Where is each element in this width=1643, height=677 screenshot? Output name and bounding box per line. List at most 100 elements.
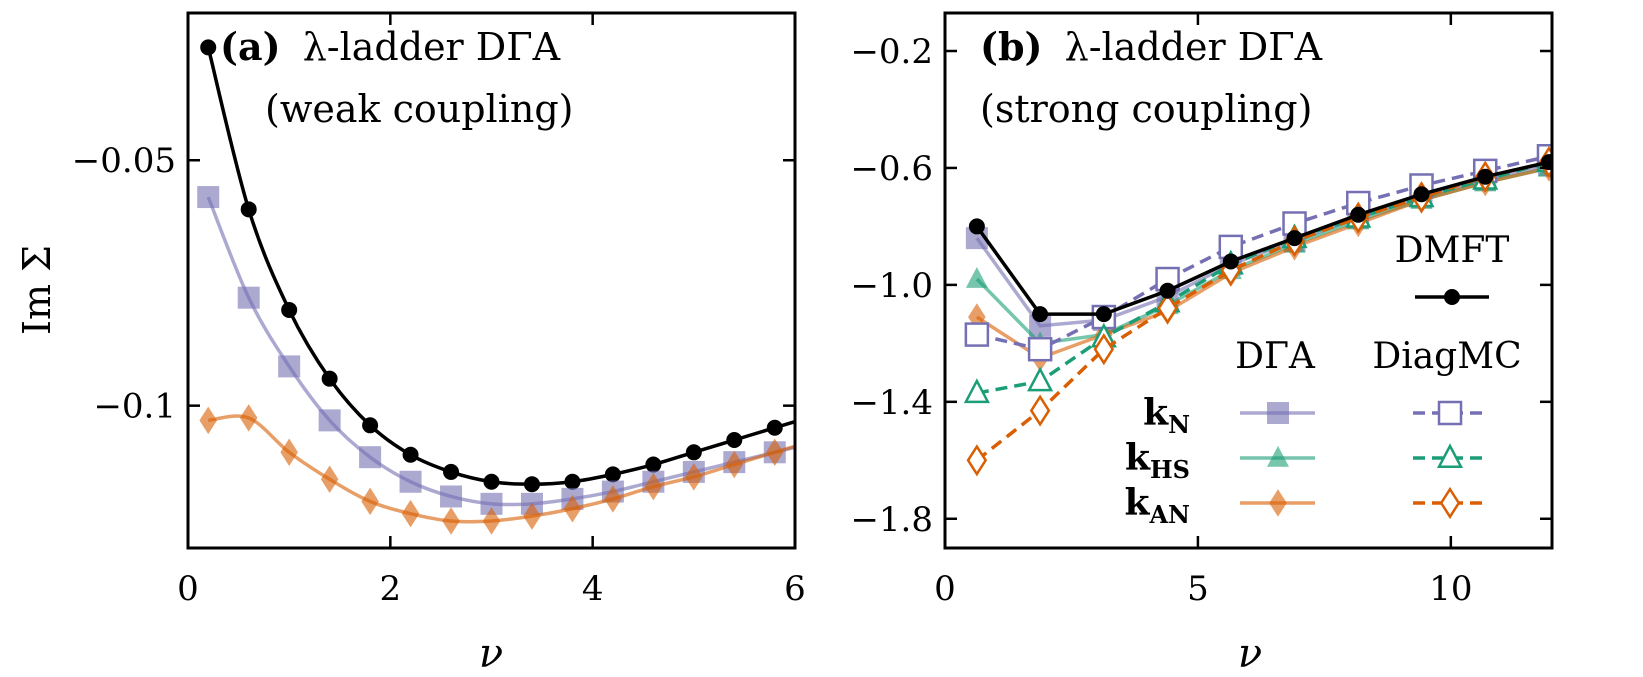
y-tick-label: −0.6 bbox=[850, 149, 933, 189]
legend-kN-sub: N bbox=[1168, 410, 1190, 439]
panel-a: (a) λ-ladder DΓA (weak coupling) ν bbox=[220, 24, 574, 677]
data-point-dmft bbox=[200, 39, 217, 56]
data-point-kN bbox=[1029, 314, 1052, 337]
panel-a-x-axis-label: ν bbox=[479, 631, 503, 677]
legend: DMFT DΓA DiagMC kN kHS kAN bbox=[1124, 230, 1521, 529]
data-point-kN bbox=[237, 286, 260, 309]
data-point-kAN bbox=[361, 487, 379, 516]
panel-b-x-axis-label: ν bbox=[1238, 631, 1262, 677]
x-tick-label: 0 bbox=[934, 569, 956, 609]
legend-diagmc-header: DiagMC bbox=[1372, 336, 1521, 377]
data-point-kAN bbox=[563, 494, 582, 523]
panel-b-title-line1: (b) λ-ladder DΓA bbox=[980, 24, 1323, 69]
legend-kAN-diagmc-marker bbox=[1439, 486, 1461, 520]
data-point-kN bbox=[359, 446, 382, 469]
legend-kHS-dga-marker bbox=[1267, 445, 1289, 467]
series-layer bbox=[197, 39, 795, 535]
y-tick-label: −0.2 bbox=[850, 32, 933, 72]
x-tick-label: 6 bbox=[784, 569, 806, 609]
panel-b-plot: 0 5 10 −0.2 −0.6 −1.0 −1.4 −1.8 bbox=[850, 11, 1554, 609]
data-point-dmft bbox=[564, 473, 581, 490]
y-tick-label: −1.4 bbox=[850, 383, 933, 423]
x-tick-label: 0 bbox=[177, 569, 199, 609]
data-point-kAN bbox=[442, 507, 460, 535]
legend-kHS-k: k bbox=[1125, 437, 1151, 479]
plot-frame bbox=[943, 11, 1554, 550]
x-tick-label: 2 bbox=[380, 569, 402, 609]
legend-kN-diagmc-marker bbox=[1437, 400, 1463, 426]
data-point-kHS bbox=[965, 266, 988, 288]
legend-kAN-sub: AN bbox=[1148, 500, 1190, 529]
legend-kN-dga-marker bbox=[1267, 402, 1289, 424]
panel-b-method: λ-ladder DΓA bbox=[1065, 25, 1323, 69]
x-tick-label: 4 bbox=[582, 569, 604, 609]
data-point-kAN bbox=[725, 450, 744, 479]
data-point-kAN bbox=[765, 438, 784, 467]
series-line-kN-diagmc bbox=[976, 154, 1550, 352]
y-tick-label: −1.8 bbox=[850, 500, 933, 540]
data-point-kN bbox=[278, 355, 301, 378]
data-point-dmft bbox=[685, 444, 702, 461]
series-line-kAN bbox=[208, 414, 795, 524]
panel-a-method: λ-ladder DΓA bbox=[303, 25, 561, 69]
data-point-dmft bbox=[766, 419, 783, 436]
data-point-kHS-diagmc bbox=[963, 378, 990, 404]
x-tick-label: 10 bbox=[1429, 569, 1472, 609]
y-tick-label: −1.0 bbox=[850, 266, 933, 306]
legend-row-kN-label: kN bbox=[1143, 392, 1190, 439]
data-point-kAN bbox=[482, 507, 501, 535]
data-point-kAN bbox=[401, 499, 420, 528]
legend-dmft-marker bbox=[1444, 289, 1460, 305]
panel-b: (b) λ-ladder DΓA (strong coupling) ν DMF… bbox=[980, 24, 1522, 677]
plot-layer: 0 2 4 6 −0.05 −0.1 0 5 10 −0.2 −0.6 −1.0 −1.4 −1.8 bbox=[72, 11, 1554, 609]
series-line-kAN-diagmc bbox=[975, 160, 1550, 462]
legend-kN-k: k bbox=[1143, 392, 1169, 434]
data-point-dmft bbox=[362, 417, 379, 434]
data-point-dmft bbox=[645, 456, 662, 473]
y-axis-label: Im Σ bbox=[15, 245, 59, 335]
data-point-kAN bbox=[239, 404, 258, 432]
data-point-kAN bbox=[199, 406, 218, 435]
data-point-dmft bbox=[968, 218, 985, 235]
legend-dmft-label: DMFT bbox=[1395, 230, 1510, 271]
data-point-kAN bbox=[320, 465, 339, 494]
y-tick-label: −0.1 bbox=[93, 387, 176, 427]
data-point-dmft bbox=[523, 476, 540, 493]
data-point-dmft bbox=[1159, 282, 1176, 299]
legend-marks bbox=[1240, 289, 1489, 520]
data-point-dmft bbox=[1222, 253, 1239, 270]
data-point-dmft bbox=[1413, 186, 1430, 203]
data-point-kAN-diagmc bbox=[1029, 394, 1051, 427]
data-point-kAN bbox=[644, 472, 663, 501]
data-point-dmft bbox=[240, 201, 257, 218]
panel-a-title-line2: (weak coupling) bbox=[265, 87, 574, 131]
data-point-kN-diagmc bbox=[1027, 336, 1053, 362]
data-point-kN-diagmc bbox=[964, 322, 990, 347]
legend-row-kAN-label: kAN bbox=[1124, 482, 1190, 529]
data-point-dmft bbox=[281, 301, 298, 318]
plot-frame bbox=[186, 11, 797, 550]
data-point-dmft bbox=[1350, 206, 1367, 223]
data-point-dmft bbox=[483, 473, 500, 490]
data-point-dmft bbox=[604, 466, 621, 483]
data-point-dmft bbox=[402, 446, 419, 463]
data-point-kAN bbox=[523, 502, 541, 530]
data-point-kAN-diagmc bbox=[966, 444, 988, 477]
data-point-dmft bbox=[1095, 306, 1112, 323]
data-point-kAN-diagmc bbox=[1157, 292, 1178, 325]
series-line-kAN bbox=[975, 166, 1550, 360]
series-layer bbox=[963, 144, 1552, 477]
data-point-kAN-diagmc bbox=[1093, 333, 1115, 366]
data-point-kAN bbox=[280, 438, 298, 467]
y-tick-label: −0.05 bbox=[72, 141, 176, 181]
panel-a-title-line1: (a) λ-ladder DΓA bbox=[220, 24, 561, 69]
series-line-dmft bbox=[975, 160, 1550, 316]
panel-b-title-line2: (strong coupling) bbox=[980, 87, 1312, 131]
legend-kHS-sub: HS bbox=[1150, 455, 1190, 484]
legend-kAN-k: k bbox=[1124, 482, 1150, 524]
data-point-kHS-diagmc bbox=[1027, 366, 1054, 392]
data-point-dmft bbox=[1477, 168, 1494, 185]
data-point-dmft bbox=[443, 463, 460, 480]
data-point-kN bbox=[480, 492, 503, 515]
